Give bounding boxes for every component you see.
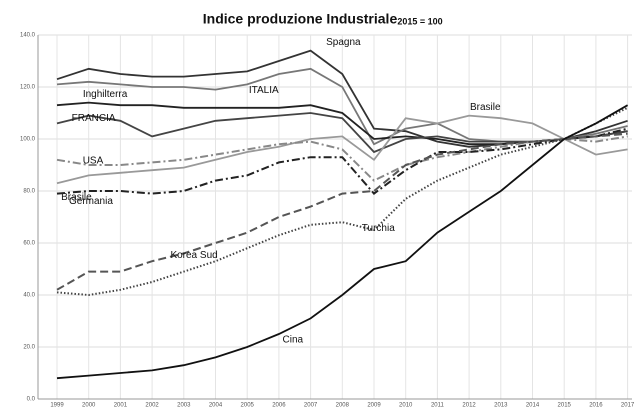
series-line	[56, 127, 628, 195]
series-label: Cina	[283, 335, 304, 346]
y-tick-label: 80.0	[23, 189, 35, 195]
series-label: Germania	[69, 196, 113, 207]
series-label: Korea Sud	[170, 250, 217, 261]
series-label: USA	[83, 156, 104, 167]
x-tick-label: 2011	[431, 403, 445, 409]
x-tick-label: 2014	[526, 403, 540, 409]
x-tick-label: 2009	[367, 403, 381, 409]
series-line	[56, 132, 628, 291]
y-tick-label: 20.0	[23, 345, 35, 351]
x-tick-label: 2002	[145, 403, 159, 409]
x-tick-label: 2015	[558, 403, 572, 409]
x-tick-label: 2001	[114, 403, 128, 409]
x-tick-label: 2008	[336, 403, 350, 409]
x-tick-label: 2016	[589, 403, 603, 409]
y-tick-label: 60.0	[23, 241, 35, 247]
series-line	[56, 114, 628, 185]
series-label: FRANCIA	[72, 113, 116, 124]
x-tick-label: 2012	[462, 403, 476, 409]
series-label: Brasile	[470, 102, 501, 113]
y-tick-label: 120.0	[20, 85, 36, 91]
series-label: Turchia	[362, 223, 395, 234]
x-tick-label: 2000	[82, 403, 96, 409]
x-tick-label: 2013	[494, 403, 508, 409]
x-tick-label: 2007	[304, 403, 318, 409]
series-label: Inghilterra	[83, 89, 128, 100]
x-tick-label: 1999	[50, 403, 64, 409]
x-tick-label: 2006	[272, 403, 286, 409]
chart-subtitle: 2015 = 100	[397, 16, 442, 26]
y-tick-label: 40.0	[23, 293, 35, 299]
y-tick-label: 100.0	[20, 137, 36, 143]
x-tick-label: 2004	[209, 403, 223, 409]
chart-title: Indice produzione Industriale	[203, 11, 398, 27]
y-tick-label: 140.0	[20, 33, 36, 39]
series-label: ITALIA	[249, 85, 279, 96]
series-label: Spagna	[326, 37, 361, 48]
series-line	[56, 106, 629, 297]
x-tick-label: 2010	[399, 403, 413, 409]
y-tick-label: 0.0	[27, 397, 36, 403]
series-line	[56, 104, 629, 380]
series-label: Brasile	[61, 192, 92, 203]
x-tick-label: 2003	[177, 403, 191, 409]
x-tick-label: 2005	[241, 403, 255, 409]
x-tick-label: 2017	[621, 403, 635, 409]
